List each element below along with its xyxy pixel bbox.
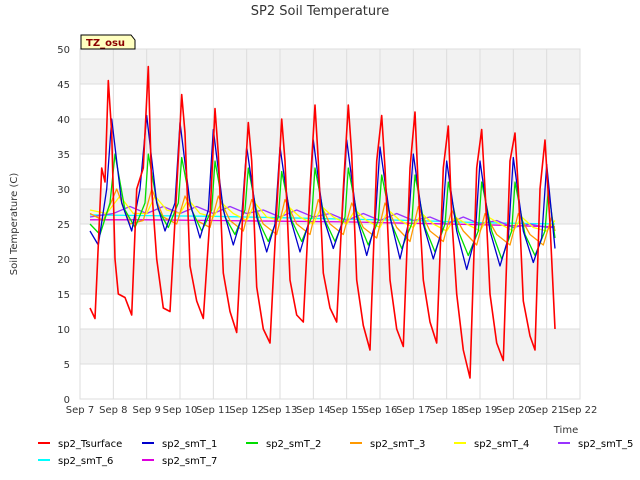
x-tick-label: Sep 7 (66, 405, 94, 416)
legend-item: sp2_smT_1 (142, 439, 217, 450)
series-line-sp2_smT_3 (89, 188, 556, 246)
legend-item: sp2_Tsurface (38, 439, 122, 450)
y-tick-label: 45 (57, 80, 70, 91)
y-tick-label: 30 (57, 185, 70, 196)
series-line-sp2_smT_1 (89, 114, 556, 271)
x-tick-label: Sep 15 (329, 405, 364, 416)
plot-band (80, 329, 580, 364)
legend-label: sp2_smT_1 (162, 439, 217, 450)
plot-band (80, 259, 580, 294)
legend-label: sp2_smT_3 (370, 439, 425, 450)
y-tick-label: 5 (64, 360, 70, 371)
x-axis-label: Time (553, 425, 578, 436)
x-tick-label: Sep 10 (163, 405, 198, 416)
legend-item: sp2_smT_3 (350, 439, 425, 450)
tz-badge-box (80, 34, 136, 50)
x-tick-label: Sep 12 (229, 405, 264, 416)
tz-badge-label: TZ_osu (86, 38, 125, 49)
series-layer (89, 65, 556, 379)
legend-item: sp2_smT_4 (454, 439, 529, 450)
legend-item: sp2_smT_7 (142, 456, 217, 467)
x-tick-label: Sep 9 (132, 405, 160, 416)
series-line-sp2_Tsurface (89, 65, 556, 379)
chart-title: SP2 Soil Temperature (251, 4, 389, 19)
legend-item: sp2_smT_2 (246, 439, 321, 450)
x-tick-label: Sep 14 (296, 405, 331, 416)
y-axis-label: Soil Temperature (C) (9, 173, 20, 276)
y-axis-ticks: 0 5 10 15 20 25 30 35 40 45 50 (57, 45, 70, 406)
legend-item: sp2_smT_5 (558, 439, 633, 450)
y-tick-label: 50 (57, 45, 70, 56)
x-tick-label: Sep 8 (99, 405, 127, 416)
y-tick-label: 15 (57, 290, 70, 301)
legend-item: sp2_smT_6 (38, 456, 113, 467)
y-tick-label: 35 (57, 150, 70, 161)
plot-band (80, 49, 580, 84)
x-tick-label: Sep 13 (263, 405, 298, 416)
legend-label: sp2_Tsurface (58, 439, 122, 450)
legend-label: sp2_smT_5 (578, 439, 633, 450)
legend: sp2_Tsurface sp2_smT_1 sp2_smT_2 sp2_smT_3 s… (38, 439, 633, 467)
y-tick-label: 20 (57, 255, 70, 266)
x-tick-label: Sep 21 (529, 405, 564, 416)
x-tick-label: Sep 11 (196, 405, 231, 416)
x-tick-label: Sep 16 (363, 405, 398, 416)
x-tick-label: Sep 20 (496, 405, 531, 416)
x-tick-label: Sep 19 (463, 405, 498, 416)
y-tick-label: 40 (57, 115, 70, 126)
legend-label: sp2_smT_6 (58, 456, 113, 467)
x-tick-label: Sep 22 (563, 405, 598, 416)
x-tick-label: Sep 18 (429, 405, 464, 416)
y-tick-label: 10 (57, 325, 70, 336)
plot-frame (79, 48, 581, 400)
y-tick-label: 0 (64, 395, 70, 406)
tz-badge: TZ_osu (80, 34, 136, 50)
y-tick-label: 25 (57, 220, 70, 231)
legend-label: sp2_smT_7 (162, 456, 217, 467)
plot-bands (80, 49, 580, 364)
legend-label: sp2_smT_2 (266, 439, 321, 450)
legend-label: sp2_smT_4 (474, 439, 529, 450)
x-tick-label: Sep 17 (396, 405, 431, 416)
plot-band (80, 119, 580, 154)
